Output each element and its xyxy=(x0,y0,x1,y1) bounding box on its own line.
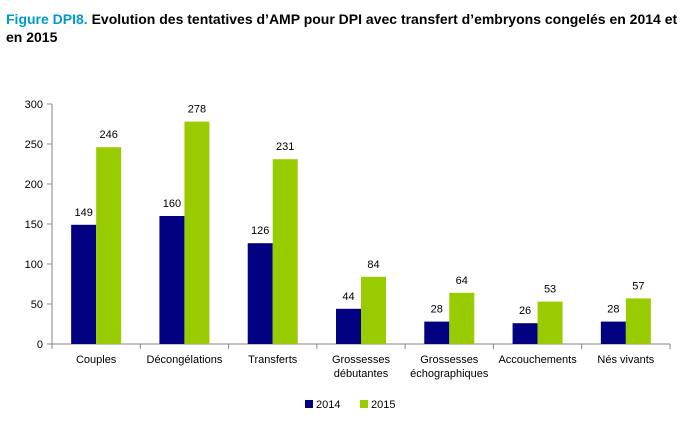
bar-2015 xyxy=(361,276,386,344)
y-tick-label: 300 xyxy=(25,99,43,111)
data-label-2015: 53 xyxy=(544,284,556,296)
bar-2015 xyxy=(449,292,475,344)
chart-title: Figure DPI8. Evolution des tentatives d’… xyxy=(6,10,678,46)
data-label-2015: 231 xyxy=(276,141,294,153)
bar-2014 xyxy=(247,243,273,344)
data-label-2015: 246 xyxy=(99,129,117,141)
category-label: Nés vivants xyxy=(597,354,654,366)
category-label: Grossesses xyxy=(332,354,391,366)
y-tick-label: 150 xyxy=(25,219,43,231)
legend-swatch-2014 xyxy=(305,400,313,408)
bar-2014 xyxy=(336,308,361,344)
figure-label: Figure DPI8. xyxy=(6,11,88,27)
legend-swatch-2015 xyxy=(360,400,368,408)
bar-2015 xyxy=(96,147,122,344)
data-label-2015: 84 xyxy=(367,259,379,271)
category-label: Transferts xyxy=(248,354,298,366)
data-label-2014: 28 xyxy=(607,304,619,316)
bar-2015 xyxy=(184,121,210,344)
category-label: Accouchements xyxy=(498,354,577,366)
data-label-2014: 149 xyxy=(74,207,92,219)
bar-2015 xyxy=(625,298,651,344)
bar-2015 xyxy=(272,159,298,344)
bar-2014 xyxy=(159,216,185,344)
data-label-2014: 44 xyxy=(342,291,354,303)
category-label: Couples xyxy=(76,354,117,366)
y-tick-label: 100 xyxy=(25,259,43,271)
data-label-2014: 126 xyxy=(251,225,269,237)
category-label: échographiques xyxy=(410,368,489,380)
legend-label-2014: 2014 xyxy=(316,399,340,411)
legend-label-2015: 2015 xyxy=(371,399,395,411)
bar-2015 xyxy=(537,301,563,344)
y-tick-label: 250 xyxy=(25,139,43,151)
y-tick-label: 200 xyxy=(25,179,43,191)
category-label: débutantes xyxy=(334,368,389,380)
category-label: Décongélations xyxy=(147,354,223,366)
bar-2014 xyxy=(424,321,450,344)
data-label-2014: 26 xyxy=(519,305,531,317)
data-label-2015: 278 xyxy=(188,104,206,116)
bar-2014 xyxy=(600,321,626,344)
category-label: Grossesses xyxy=(420,354,479,366)
y-tick-label: 0 xyxy=(37,339,43,351)
bar-2014 xyxy=(71,224,97,344)
data-label-2014: 28 xyxy=(431,304,443,316)
data-label-2014: 160 xyxy=(163,198,181,210)
figure-title-text: Evolution des tentatives d’AMP pour DPI … xyxy=(6,11,678,45)
bar-2014 xyxy=(512,323,538,344)
data-label-2015: 57 xyxy=(632,280,644,292)
data-label-2015: 64 xyxy=(456,275,468,287)
y-tick-label: 50 xyxy=(31,299,43,311)
